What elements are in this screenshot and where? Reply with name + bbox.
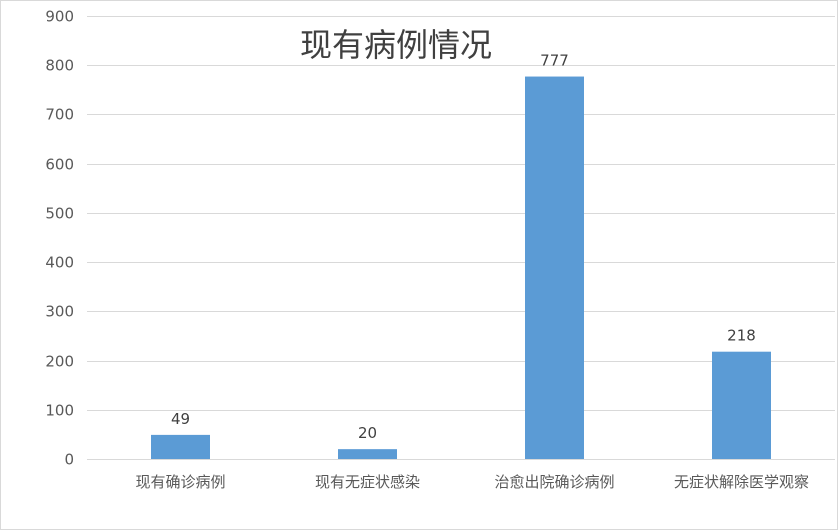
y-tick-label: 700 (45, 106, 74, 124)
chart-title: 现有病例情况 (300, 26, 492, 64)
data-label: 777 (540, 52, 569, 70)
y-tick-label: 400 (45, 254, 74, 272)
bars (151, 76, 771, 459)
data-label: 20 (358, 424, 377, 442)
y-tick-label: 100 (45, 402, 74, 420)
data-label: 218 (727, 327, 756, 345)
y-tick-label: 500 (45, 205, 74, 223)
x-axis-categories: 现有确诊病例 现有无症状感染 治愈出院确诊病例 无症状解除医学观察 (135, 473, 809, 491)
y-tick-label: 0 (64, 451, 74, 469)
data-labels: 49 20 777 218 (171, 52, 756, 443)
x-category-label: 现有确诊病例 (135, 473, 225, 491)
bar (151, 434, 210, 459)
gridlines (87, 16, 835, 460)
y-tick-label: 300 (45, 303, 74, 321)
y-axis-ticks: 0 100 200 300 400 500 600 700 800 900 (45, 8, 74, 469)
y-tick-label: 800 (45, 57, 74, 75)
y-tick-label: 900 (45, 8, 74, 26)
bar (712, 351, 771, 459)
x-category-label: 现有无症状感染 (315, 473, 420, 491)
bar (525, 76, 584, 459)
y-tick-label: 200 (45, 353, 74, 371)
y-tick-label: 600 (45, 156, 74, 174)
x-category-label: 治愈出院确诊病例 (494, 473, 614, 491)
x-category-label: 无症状解除医学观察 (674, 473, 809, 491)
data-label: 49 (171, 410, 190, 428)
bar (338, 449, 397, 459)
